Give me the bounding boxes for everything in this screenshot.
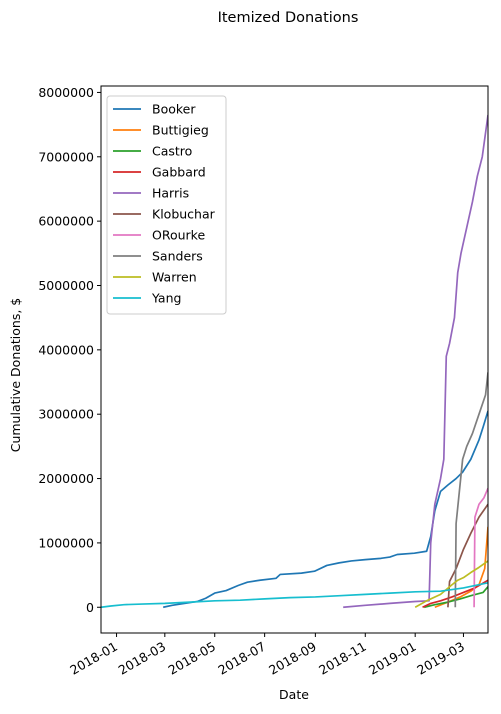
x-tick-label: 2019-01 — [366, 639, 419, 678]
series-line-orourke — [473, 487, 488, 608]
x-tick-label: 2018-09 — [266, 639, 319, 678]
plot-area — [100, 85, 489, 634]
plot-frame — [100, 85, 489, 634]
x-axis-label: Date — [279, 687, 309, 702]
series-lines — [101, 114, 488, 609]
legend-label-castro: Castro — [152, 144, 192, 159]
legend-label-booker: Booker — [152, 102, 196, 117]
y-tick-label: 7000000 — [38, 149, 94, 164]
chart-title: Itemized Donations — [218, 10, 359, 26]
series-line-klobuchar — [447, 503, 488, 608]
series-line-harris — [343, 114, 488, 609]
series-line-castro — [423, 586, 488, 609]
y-tick-label: 4000000 — [38, 342, 94, 357]
x-tick-label: 2018-03 — [116, 639, 169, 678]
legend-label-warren: Warren — [152, 270, 197, 285]
y-axis-label: Cumulative Donations, $ — [8, 298, 23, 453]
y-tick-label: 0 — [86, 600, 94, 615]
legend-label-gabbard: Gabbard — [152, 165, 206, 180]
x-tick-label: 2018-01 — [67, 639, 120, 678]
legend-label-harris: Harris — [152, 186, 189, 201]
y-tick-label: 6000000 — [38, 214, 94, 229]
series-line-warren — [414, 560, 488, 609]
legend-label-sanders: Sanders — [152, 249, 203, 264]
series-line-yang — [101, 581, 488, 609]
y-tick-label: 5000000 — [38, 278, 94, 293]
series-line-booker — [163, 410, 488, 609]
legend-label-klobuchar: Klobuchar — [152, 207, 216, 222]
legend-label-orourke: ORourke — [152, 228, 205, 243]
legend-label-buttigieg: Buttigieg — [152, 123, 209, 138]
legend-label-yang: Yang — [151, 291, 181, 306]
x-tick-label: 2019-03 — [414, 639, 467, 678]
y-tick-label: 2000000 — [38, 471, 94, 486]
y-tick-label: 1000000 — [38, 535, 94, 550]
x-tick-label: 2018-11 — [316, 639, 369, 678]
y-tick-label: 8000000 — [38, 85, 94, 100]
y-tick-label: 3000000 — [38, 407, 94, 422]
x-axis: 2018-012018-032018-052018-072018-092018-… — [67, 633, 467, 678]
x-tick-label: 2018-07 — [215, 639, 268, 678]
series-line-sanders — [454, 372, 488, 608]
y-axis: 0 1000000 2000000 3000000 4000000 5000000 6000… — [38, 85, 101, 615]
legend: Booker Buttigieg Castro Gabbard Harris Klobuc… — [106, 95, 227, 315]
x-tick-label: 2018-05 — [165, 639, 218, 678]
